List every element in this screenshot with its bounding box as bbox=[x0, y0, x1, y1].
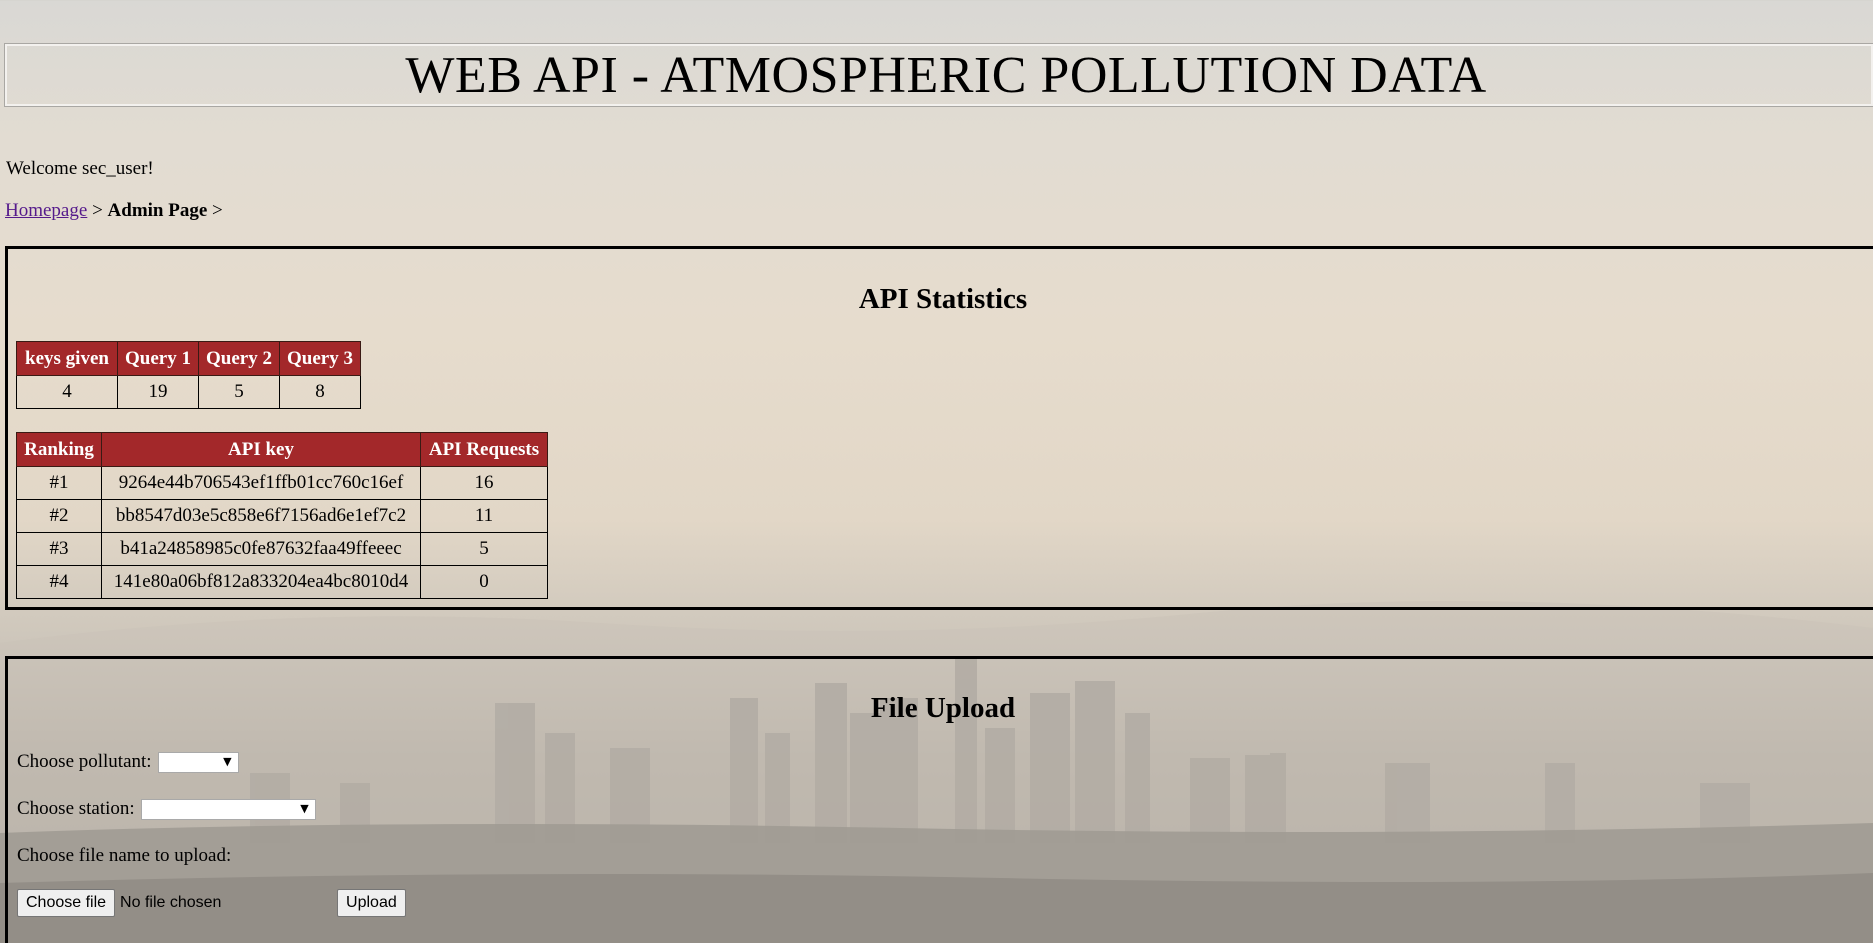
column-header-api-key: API key bbox=[101, 432, 421, 467]
station-label: Choose station: bbox=[17, 798, 135, 819]
api-key-cell: b41a24858985c0fe87632faa49ffeeec bbox=[101, 532, 421, 566]
table-row: #1 9264e44b706543ef1ffb01cc760c16ef 16 bbox=[16, 466, 548, 500]
table-row: 4 19 5 8 bbox=[16, 375, 361, 409]
welcome-message: Welcome sec_user! bbox=[6, 158, 154, 179]
column-header-api-requests: API Requests bbox=[420, 432, 548, 467]
table-row: #2 bb8547d03e5c858e6f7156ad6e1ef7c2 11 bbox=[16, 499, 548, 533]
column-header-query-2: Query 2 bbox=[198, 341, 280, 376]
file-upload-title: File Upload bbox=[870, 692, 1016, 724]
breadcrumb: Homepage > Admin Page > bbox=[5, 200, 223, 222]
breadcrumb-homepage-link[interactable]: Homepage bbox=[5, 200, 88, 221]
api-key-cell: bb8547d03e5c858e6f7156ad6e1ef7c2 bbox=[101, 499, 421, 533]
query-2-value: 5 bbox=[198, 375, 280, 409]
ranking-cell: #1 bbox=[16, 466, 102, 500]
api-statistics-panel: API Statistics keys given Query 1 Query … bbox=[5, 246, 1873, 610]
pollutant-row: Choose pollutant: ▼ bbox=[17, 751, 239, 773]
column-header-query-1: Query 1 bbox=[117, 341, 199, 376]
column-header-query-3: Query 3 bbox=[279, 341, 361, 376]
api-requests-cell: 0 bbox=[420, 565, 548, 599]
chevron-down-icon: ▼ bbox=[223, 754, 232, 768]
api-statistics-title: API Statistics bbox=[858, 283, 1028, 315]
breadcrumb-current-page: Admin Page bbox=[107, 200, 208, 221]
ranking-cell: #3 bbox=[16, 532, 102, 566]
api-requests-cell: 11 bbox=[420, 499, 548, 533]
table-row: #4 141e80a06bf812a833204ea4bc8010d4 0 bbox=[16, 565, 548, 599]
file-name-row: Choose file name to upload: bbox=[17, 845, 231, 867]
file-name-label: Choose file name to upload: bbox=[17, 845, 232, 866]
station-row: Choose station: ▼ bbox=[17, 798, 316, 820]
choose-file-button[interactable]: Choose file bbox=[17, 889, 116, 917]
breadcrumb-separator: > bbox=[87, 200, 108, 221]
station-select[interactable]: ▼ bbox=[140, 798, 316, 820]
table-header-row: Ranking API key API Requests bbox=[16, 432, 548, 467]
ranking-cell: #2 bbox=[16, 499, 102, 533]
api-requests-cell: 16 bbox=[420, 466, 548, 500]
api-requests-cell: 5 bbox=[420, 532, 548, 566]
api-key-cell: 141e80a06bf812a833204ea4bc8010d4 bbox=[101, 565, 421, 599]
pollutant-select[interactable]: ▼ bbox=[157, 751, 239, 773]
query-3-value: 8 bbox=[279, 375, 361, 409]
table-row: #3 b41a24858985c0fe87632faa49ffeeec 5 bbox=[16, 532, 548, 566]
upload-button[interactable]: Upload bbox=[337, 889, 406, 917]
query-1-value: 19 bbox=[117, 375, 199, 409]
column-header-keys-given: keys given bbox=[16, 341, 118, 376]
page-title: WEB API - ATMOSPHERIC POLLUTION DATA bbox=[405, 46, 1487, 104]
page-header: WEB API - ATMOSPHERIC POLLUTION DATA bbox=[4, 43, 1873, 107]
api-key-ranking-table: Ranking API key API Requests #1 9264e44b… bbox=[16, 432, 548, 599]
query-counts-table: keys given Query 1 Query 2 Query 3 4 19 … bbox=[16, 341, 361, 409]
no-file-chosen-text: No file chosen bbox=[120, 894, 222, 911]
file-upload-panel: File Upload Choose pollutant: ▼ Choose s… bbox=[5, 656, 1873, 943]
pollutant-label: Choose pollutant: bbox=[17, 751, 152, 772]
keys-given-value: 4 bbox=[16, 375, 118, 409]
ranking-cell: #4 bbox=[16, 565, 102, 599]
city-skyline-background bbox=[0, 601, 1873, 943]
file-input-row: Choose file No file chosen Upload bbox=[17, 889, 406, 917]
chevron-down-icon: ▼ bbox=[300, 801, 309, 815]
table-header-row: keys given Query 1 Query 2 Query 3 bbox=[16, 341, 361, 376]
api-key-cell: 9264e44b706543ef1ffb01cc760c16ef bbox=[101, 466, 421, 500]
column-header-ranking: Ranking bbox=[16, 432, 102, 467]
breadcrumb-separator: > bbox=[207, 200, 223, 221]
